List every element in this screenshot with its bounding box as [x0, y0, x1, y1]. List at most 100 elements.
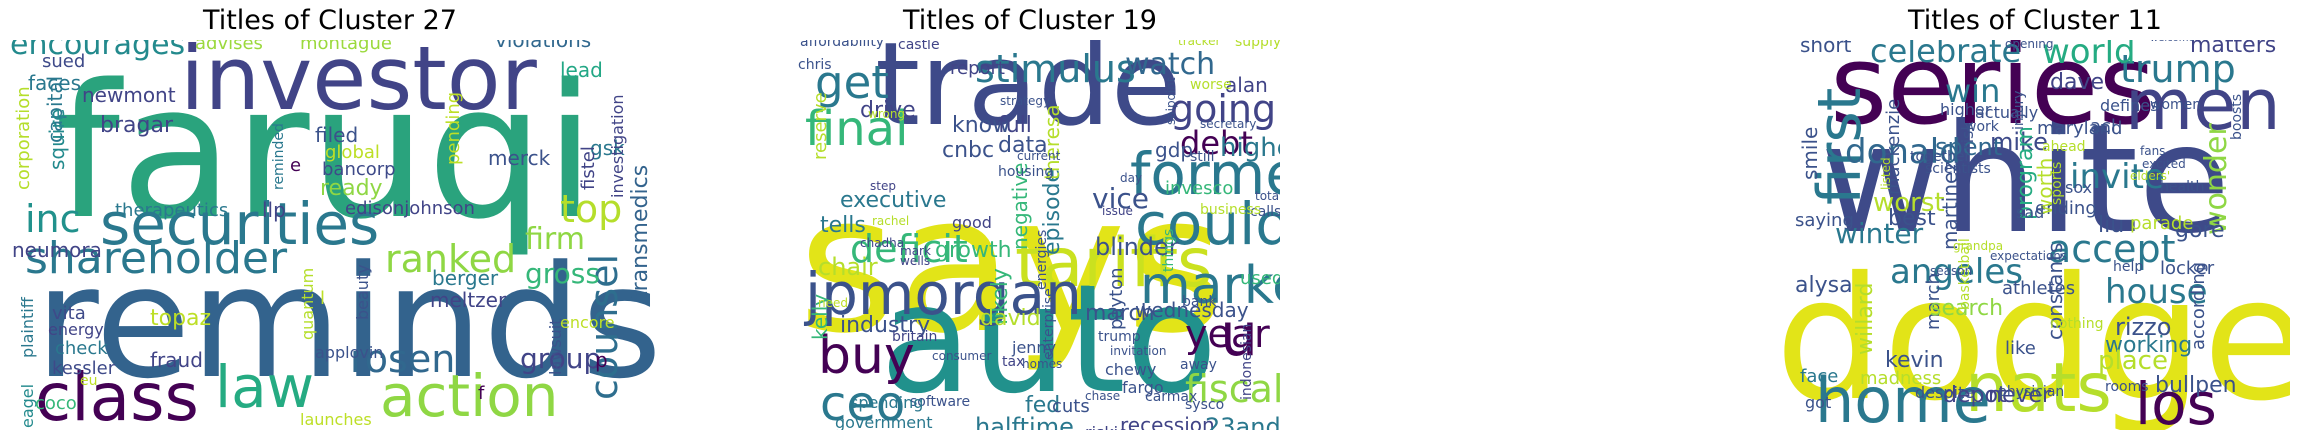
cloud-word: dave	[2050, 70, 2105, 95]
cloud-word: sued	[42, 51, 86, 72]
cloud-word: berger	[432, 266, 499, 290]
cloud-word: good	[952, 213, 992, 232]
cloud-word: former	[1130, 140, 1280, 208]
cloud-word: fed	[1025, 393, 1061, 418]
cloud-word: supply	[1235, 40, 1280, 50]
cloud-word: business	[1200, 202, 1262, 218]
cloud-word: winter	[1835, 217, 1924, 250]
cloud-word: calls	[1250, 204, 1280, 220]
cloud-word: encore	[560, 313, 615, 332]
cloud-word: p	[595, 348, 608, 372]
cloud-word: like	[2005, 338, 2036, 359]
cloud-word: total	[1255, 189, 1280, 203]
cloud-word: face	[1800, 366, 1839, 387]
cloud-word: chadha	[860, 236, 905, 250]
cloud-word: wrong	[868, 107, 906, 121]
cloud-word: saying	[1795, 210, 1854, 231]
word-cloud: saystradeautotariffsjpmorganformercouldm…	[780, 40, 1280, 430]
cloud-word: work	[1965, 119, 1999, 135]
cloud-word: trump	[1098, 329, 1141, 345]
cloud-word: gdp	[1155, 138, 1194, 162]
cloud-word: willard	[1853, 282, 1878, 355]
cloud-word: group	[520, 342, 602, 375]
cloud-word: corporation	[13, 86, 34, 190]
cloud-word: chewy	[1105, 360, 1157, 379]
cloud-word: faces	[28, 71, 82, 95]
cloud-word: quantum	[298, 267, 317, 340]
cloud-word: short	[1800, 40, 1852, 57]
cloud-word: listed	[1879, 157, 1893, 190]
cloud-word: away	[1180, 357, 1217, 373]
cloud-word: reminds	[35, 232, 660, 413]
cloud-word: things	[1161, 228, 1177, 272]
cloud-word: gross	[525, 257, 600, 290]
cloud-word: welcome	[2150, 40, 2195, 44]
cloud-word: global	[325, 142, 380, 163]
cloud-word: grandpa	[1953, 239, 2004, 253]
cloud-word: energies	[1034, 229, 1050, 290]
cloud-word: spending	[850, 393, 924, 412]
cloud-word: parade	[2130, 213, 2194, 234]
cloud-word: gsk	[590, 136, 625, 160]
cloud-word: sysco	[1185, 397, 1225, 413]
cloud-word: kessler	[52, 358, 116, 379]
cloud-word: boosts	[2229, 93, 2245, 140]
cloud-word: elders'	[2130, 169, 2171, 183]
cloud-word: gore	[2175, 218, 2225, 243]
cloud-word: neumora	[12, 238, 102, 262]
cloud-word: sports	[2049, 161, 2065, 205]
cloud-word: day	[1120, 171, 1143, 185]
cloud-word: law	[215, 353, 315, 421]
cloud-word: reserve	[810, 92, 831, 160]
cloud-word: march	[1085, 301, 1155, 326]
cloud-word: could	[1135, 190, 1280, 258]
cloud-word: help	[2113, 259, 2144, 275]
cloud-word: encourages	[10, 40, 186, 62]
cloud-word: debt	[1180, 124, 1253, 162]
cloud-word: top	[560, 187, 623, 231]
cloud-word: ready	[320, 176, 383, 201]
cloud-word: chair	[818, 253, 878, 281]
cloud-word: got	[1805, 393, 1832, 412]
cloud-word: data	[998, 133, 1048, 158]
cloud-word: meltzer	[430, 288, 507, 312]
cloud-word: nats	[1965, 349, 2112, 428]
cloud-word: cuts	[1052, 396, 1090, 417]
cloud-word: vita	[52, 303, 86, 324]
cloud-word: expectations	[1990, 249, 2068, 263]
cloud-word: invesco	[1165, 178, 1234, 199]
cloud-word: carmax	[1145, 389, 1198, 405]
cloud-word: spent	[1935, 133, 2003, 161]
cloud-word: coco	[35, 393, 77, 414]
cloud-word: fraud	[150, 348, 203, 372]
cloud-word: trade	[875, 40, 1182, 152]
cloud-word: government	[835, 413, 933, 431]
cloud-word: f	[478, 383, 485, 404]
cloud-word: applovin	[315, 343, 384, 362]
cloud-word: faruqi	[55, 44, 596, 260]
cloud-word: worse	[1190, 77, 1232, 93]
cloud-word: vice	[1092, 182, 1149, 215]
cloud-word: rosen	[350, 337, 456, 381]
cloud-word: locker	[2160, 258, 2215, 279]
cloud-word: still	[1190, 149, 1215, 165]
cloud-word: white	[1820, 93, 2231, 267]
cloud-word: search	[1930, 296, 2004, 321]
cloud-word: squire	[45, 108, 69, 170]
cloud-word: riskier	[1085, 425, 1135, 431]
cloud-word: invitation	[1110, 344, 1167, 358]
cloud-word: firm	[525, 222, 585, 257]
cloud-word: housing	[998, 164, 1054, 180]
cloud-word: cnbc	[942, 138, 995, 163]
cloud-word: payton	[1106, 267, 1127, 330]
cloud-word: executive	[840, 188, 947, 213]
cloud-word: transmedics	[628, 164, 653, 300]
cloud-word: issue	[1102, 204, 1133, 218]
cloud-word: report	[950, 58, 1005, 79]
cloud-word: men	[2125, 64, 2281, 146]
cloud-word: recession	[1120, 413, 1215, 430]
cloud-word: women	[2150, 97, 2202, 113]
cloud-word: donald	[1845, 132, 1961, 172]
cloud-word: going	[1170, 87, 1277, 131]
cloud-word: watch	[1125, 47, 1216, 82]
